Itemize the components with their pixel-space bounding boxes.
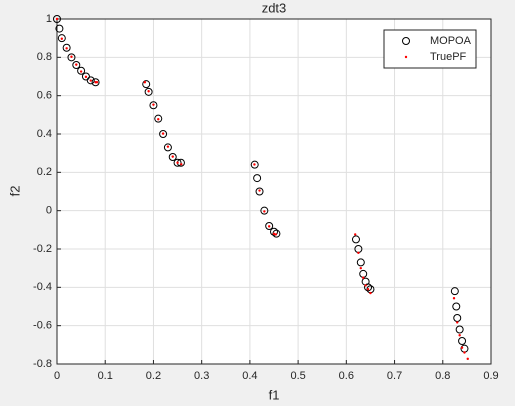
y-tick-label: 0.2	[37, 166, 52, 178]
point	[255, 187, 264, 196]
point	[272, 232, 276, 236]
point	[258, 189, 261, 192]
point	[366, 288, 370, 291]
point	[142, 80, 151, 89]
point	[452, 302, 461, 311]
point	[253, 174, 262, 183]
point	[452, 297, 456, 300]
point	[144, 87, 153, 96]
point	[62, 43, 71, 52]
y-tick-label: 0.6	[37, 90, 52, 102]
point	[91, 78, 100, 87]
point	[460, 346, 464, 349]
point	[180, 163, 183, 166]
legend-marker	[404, 55, 408, 59]
point	[65, 47, 68, 50]
point	[84, 75, 88, 79]
x-axis-label: f1	[269, 387, 280, 402]
point	[53, 15, 61, 23]
point	[171, 155, 174, 158]
point	[72, 61, 81, 69]
point	[458, 337, 467, 345]
point	[455, 325, 464, 334]
point	[274, 233, 278, 236]
y-tick-label: -0.2	[33, 243, 52, 255]
point	[70, 55, 73, 58]
x-tick-label: 0.5	[290, 370, 305, 382]
point	[253, 163, 256, 166]
point	[263, 210, 266, 213]
y-axis-label: f2	[7, 186, 22, 197]
point	[147, 90, 150, 93]
y-tick-label: -0.8	[33, 358, 52, 370]
y-tick-label: -0.6	[33, 320, 52, 332]
point	[60, 37, 64, 40]
point	[364, 283, 373, 292]
y-tick-label: 1	[46, 13, 52, 25]
point	[458, 334, 461, 337]
legend-box	[383, 29, 477, 69]
legend-label: TruePF	[430, 51, 467, 63]
point	[55, 24, 64, 33]
point	[466, 357, 469, 361]
axes-box	[56, 18, 492, 365]
legend-label: MOPOA	[430, 35, 472, 47]
point	[161, 132, 165, 135]
x-tick-label: 0.6	[339, 370, 354, 382]
point	[81, 72, 90, 81]
y-tick-label: -0.4	[33, 281, 52, 293]
point	[75, 63, 78, 66]
point	[154, 114, 163, 123]
point	[351, 235, 360, 244]
point	[159, 130, 168, 138]
point	[354, 233, 357, 236]
point	[152, 103, 155, 106]
x-tick-label: 0.2	[146, 370, 161, 382]
point	[359, 266, 362, 270]
x-tick-label: 0.7	[387, 370, 402, 382]
point	[267, 225, 271, 228]
plot-area	[57, 19, 491, 364]
point	[265, 222, 274, 230]
point	[270, 227, 278, 236]
point	[369, 291, 372, 295]
x-tick-label: 0	[54, 370, 60, 382]
point	[173, 158, 182, 167]
point	[149, 101, 158, 110]
point	[463, 351, 466, 354]
point	[176, 161, 179, 164]
point	[166, 145, 170, 148]
legend-marker	[402, 37, 410, 45]
point	[55, 17, 59, 21]
point	[57, 34, 66, 43]
x-tick-label: 0.3	[194, 370, 209, 382]
x-tick-label: 0.4	[242, 370, 257, 382]
point	[356, 258, 365, 267]
point	[95, 81, 99, 84]
x-tick-label: 0.8	[435, 370, 450, 382]
point	[79, 70, 83, 73]
point	[143, 81, 147, 84]
point	[456, 321, 459, 324]
point	[450, 287, 459, 296]
point	[77, 66, 86, 75]
point	[364, 284, 367, 287]
point	[163, 143, 172, 152]
y-tick-label: 0.4	[37, 128, 52, 140]
point	[362, 276, 365, 279]
point	[67, 53, 76, 62]
y-tick-label: 0	[46, 205, 52, 217]
point	[86, 76, 95, 85]
point	[250, 160, 259, 169]
point	[168, 153, 177, 161]
point	[260, 206, 269, 215]
x-tick-label: 0.9	[483, 370, 498, 382]
point	[157, 118, 160, 121]
point	[89, 79, 92, 82]
chart-title: zdt3	[262, 0, 287, 15]
x-tick-label: 0.1	[98, 370, 113, 382]
point	[357, 251, 360, 255]
y-tick-label: 0.8	[37, 51, 52, 63]
